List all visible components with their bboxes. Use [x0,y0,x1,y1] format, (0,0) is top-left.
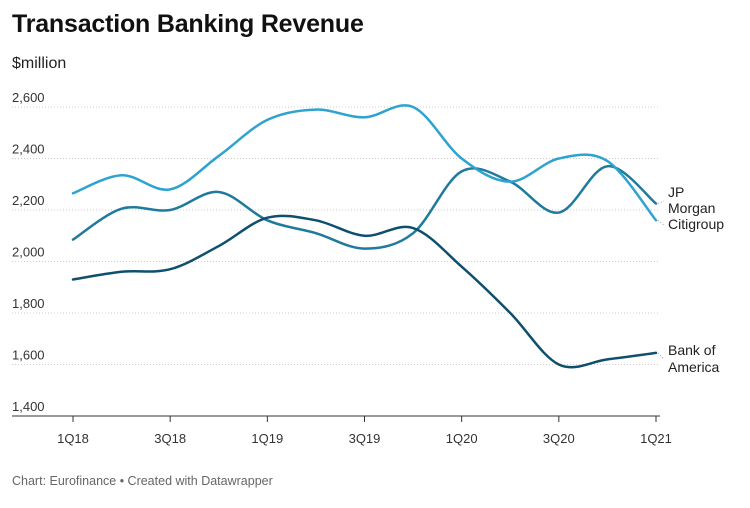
series-label-connector [657,219,665,226]
series-label-connector [657,200,665,205]
x-tick-label: 1Q18 [57,431,89,446]
series-label-connector [657,352,665,360]
y-tick-label: 1,400 [12,399,45,414]
series-lines [71,104,658,369]
y-unit-label: $million [12,55,67,72]
series-label-citigroup: Citigroup [668,216,724,232]
x-tick-label: 1Q20 [446,431,478,446]
series-line-citigroup [71,104,658,222]
x-tick-label: 3Q20 [543,431,575,446]
x-tick-label: 3Q18 [154,431,186,446]
y-tick-label: 2,200 [12,193,45,208]
series-line-jp-morgan [71,164,658,250]
x-tick-label: 3Q19 [349,431,381,446]
line-chart: 1,400 1,600 1,800 2,000 2,200 2,400 2,600 1Q18… [12,90,724,446]
series-label-bank-of-america: Bank of America [668,342,720,375]
y-tick-label: 1,600 [12,348,45,363]
x-axis: 1Q18 3Q18 1Q19 3Q19 1Q20 3Q20 1Q21 [57,416,672,446]
y-tick-label: 1,800 [12,296,45,311]
chart-footer: Chart: Eurofinance • Created with Datawr… [12,474,273,488]
x-tick-label: 1Q19 [251,431,283,446]
y-tick-label: 2,400 [12,142,45,157]
y-axis: 1,400 1,600 1,800 2,000 2,200 2,400 2,600 [12,90,45,414]
y-tick-label: 2,000 [12,245,45,260]
chart-title: Transaction Banking Revenue [12,10,364,38]
grid-lines [12,106,660,417]
x-tick-label: 1Q21 [640,431,672,446]
y-tick-label: 2,600 [12,90,45,105]
series-line-bank-of-america [71,214,658,369]
series-label-jp-morgan: JP Morgan [668,184,715,216]
